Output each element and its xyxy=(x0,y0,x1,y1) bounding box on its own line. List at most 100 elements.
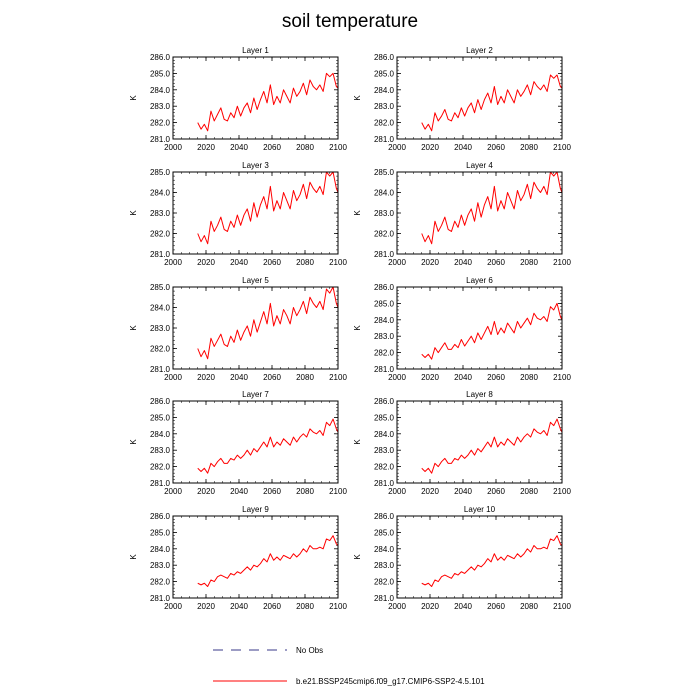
y-axis-label: K xyxy=(353,210,362,216)
x-tick-label: 2000 xyxy=(388,258,406,267)
chart-panel-layer-2: Layer 2 K 281.0 282.0 283.0 284.0 285.0 286.0 20… xyxy=(353,46,571,152)
y-tick-label: 286.0 xyxy=(150,53,171,62)
panel-title: Layer 1 xyxy=(242,46,269,55)
y-tick-label: 283.0 xyxy=(374,209,395,218)
panel-title: Layer 9 xyxy=(242,505,269,514)
series-line xyxy=(197,418,338,474)
y-tick-label: 283.0 xyxy=(150,209,171,218)
y-tick-label: 285.0 xyxy=(374,69,395,78)
panel-grid: Layer 1 K 281.0 282.0 283.0 284.0 285.0 286.0 20… xyxy=(129,46,571,611)
series-line xyxy=(421,74,562,132)
y-tick-label: 282.0 xyxy=(150,230,171,239)
plot-frame xyxy=(396,286,563,370)
y-tick-label: 286.0 xyxy=(374,512,395,521)
y-tick-label: 281.0 xyxy=(374,250,395,259)
y-tick-label: 281.0 xyxy=(150,135,171,144)
y-tick-label: 281.0 xyxy=(150,250,171,259)
x-tick-label: 2100 xyxy=(329,258,347,267)
y-tick-label: 284.0 xyxy=(374,189,395,198)
x-tick-label: 2100 xyxy=(329,373,347,382)
x-tick-label: 2040 xyxy=(454,373,472,382)
x-tick-label: 2060 xyxy=(487,602,505,611)
chart-panel-layer-4: Layer 4 K 281.0 282.0 283.0 284.0 285.0 2000 202… xyxy=(353,161,571,267)
chart-panel-layer-9: Layer 9 K 281.0 282.0 283.0 284.0 285.0 286.0 20… xyxy=(129,505,347,611)
series-line xyxy=(197,535,338,588)
y-tick-label: 285.0 xyxy=(374,299,395,308)
panel-title: Layer 2 xyxy=(466,46,493,55)
plot-frame xyxy=(396,56,563,140)
x-tick-label: 2060 xyxy=(487,487,505,496)
series-line xyxy=(421,418,562,474)
x-tick-label: 2000 xyxy=(388,143,406,152)
x-tick-label: 2040 xyxy=(230,258,248,267)
legend-obs-label: No Obs xyxy=(296,646,323,655)
panel-title: Layer 8 xyxy=(466,390,493,399)
x-tick-label: 2080 xyxy=(296,143,314,152)
x-tick-label: 2100 xyxy=(553,602,571,611)
x-tick-label: 2100 xyxy=(553,373,571,382)
series-line xyxy=(197,72,338,132)
y-tick-label: 282.0 xyxy=(374,578,395,587)
y-tick-label: 285.0 xyxy=(150,69,171,78)
y-axis-label: K xyxy=(129,325,138,331)
x-tick-label: 2080 xyxy=(520,143,538,152)
x-tick-label: 2080 xyxy=(296,373,314,382)
panel-title: Layer 7 xyxy=(242,390,269,399)
y-tick-label: 286.0 xyxy=(374,283,395,292)
figure-title: soil temperature xyxy=(282,11,418,32)
x-tick-label: 2020 xyxy=(421,487,439,496)
x-tick-label: 2000 xyxy=(164,258,182,267)
x-tick-label: 2020 xyxy=(197,258,215,267)
y-tick-label: 285.0 xyxy=(150,283,171,292)
x-tick-label: 2040 xyxy=(454,143,472,152)
y-tick-label: 284.0 xyxy=(150,545,171,554)
y-tick-label: 284.0 xyxy=(150,304,171,313)
y-axis-label: K xyxy=(353,95,362,101)
y-tick-label: 286.0 xyxy=(150,512,171,521)
y-tick-label: 283.0 xyxy=(374,446,395,455)
x-tick-label: 2100 xyxy=(329,487,347,496)
x-tick-label: 2100 xyxy=(553,143,571,152)
x-tick-label: 2080 xyxy=(296,487,314,496)
x-tick-label: 2020 xyxy=(421,602,439,611)
y-tick-label: 285.0 xyxy=(150,413,171,422)
y-tick-label: 284.0 xyxy=(374,430,395,439)
x-tick-label: 2040 xyxy=(454,258,472,267)
plot-frame xyxy=(396,400,563,484)
y-tick-label: 282.0 xyxy=(150,345,171,354)
x-tick-label: 2020 xyxy=(197,373,215,382)
x-tick-label: 2100 xyxy=(329,143,347,152)
y-tick-label: 286.0 xyxy=(150,397,171,406)
y-tick-label: 282.0 xyxy=(150,119,171,128)
series-line xyxy=(421,302,562,360)
panel-title: Layer 10 xyxy=(464,505,496,514)
panel-title: Layer 6 xyxy=(466,276,493,285)
y-tick-label: 281.0 xyxy=(150,594,171,603)
y-tick-label: 281.0 xyxy=(150,479,171,488)
y-axis-label: K xyxy=(129,95,138,101)
x-tick-label: 2080 xyxy=(520,602,538,611)
x-tick-label: 2000 xyxy=(388,373,406,382)
x-tick-label: 2000 xyxy=(164,143,182,152)
y-tick-label: 283.0 xyxy=(374,102,395,111)
x-tick-label: 2060 xyxy=(487,143,505,152)
x-tick-label: 2080 xyxy=(520,487,538,496)
y-axis-label: K xyxy=(353,439,362,445)
x-tick-label: 2100 xyxy=(553,487,571,496)
y-tick-label: 284.0 xyxy=(150,86,171,95)
x-tick-label: 2040 xyxy=(454,602,472,611)
x-tick-label: 2060 xyxy=(263,487,281,496)
chart-panel-layer-6: Layer 6 K 281.0 282.0 283.0 284.0 285.0 286.0 20… xyxy=(353,276,571,382)
x-tick-label: 2040 xyxy=(230,602,248,611)
y-tick-label: 286.0 xyxy=(374,397,395,406)
y-tick-label: 281.0 xyxy=(150,365,171,374)
panel-title: Layer 4 xyxy=(466,161,493,170)
y-axis-label: K xyxy=(129,439,138,445)
series-line xyxy=(197,287,338,360)
y-axis-label: K xyxy=(353,554,362,560)
panel-title: Layer 3 xyxy=(242,161,269,170)
y-tick-label: 282.0 xyxy=(374,349,395,358)
y-tick-label: 282.0 xyxy=(150,578,171,587)
chart-panel-layer-7: Layer 7 K 281.0 282.0 283.0 284.0 285.0 286.0 20… xyxy=(129,390,347,496)
x-tick-label: 2060 xyxy=(263,373,281,382)
